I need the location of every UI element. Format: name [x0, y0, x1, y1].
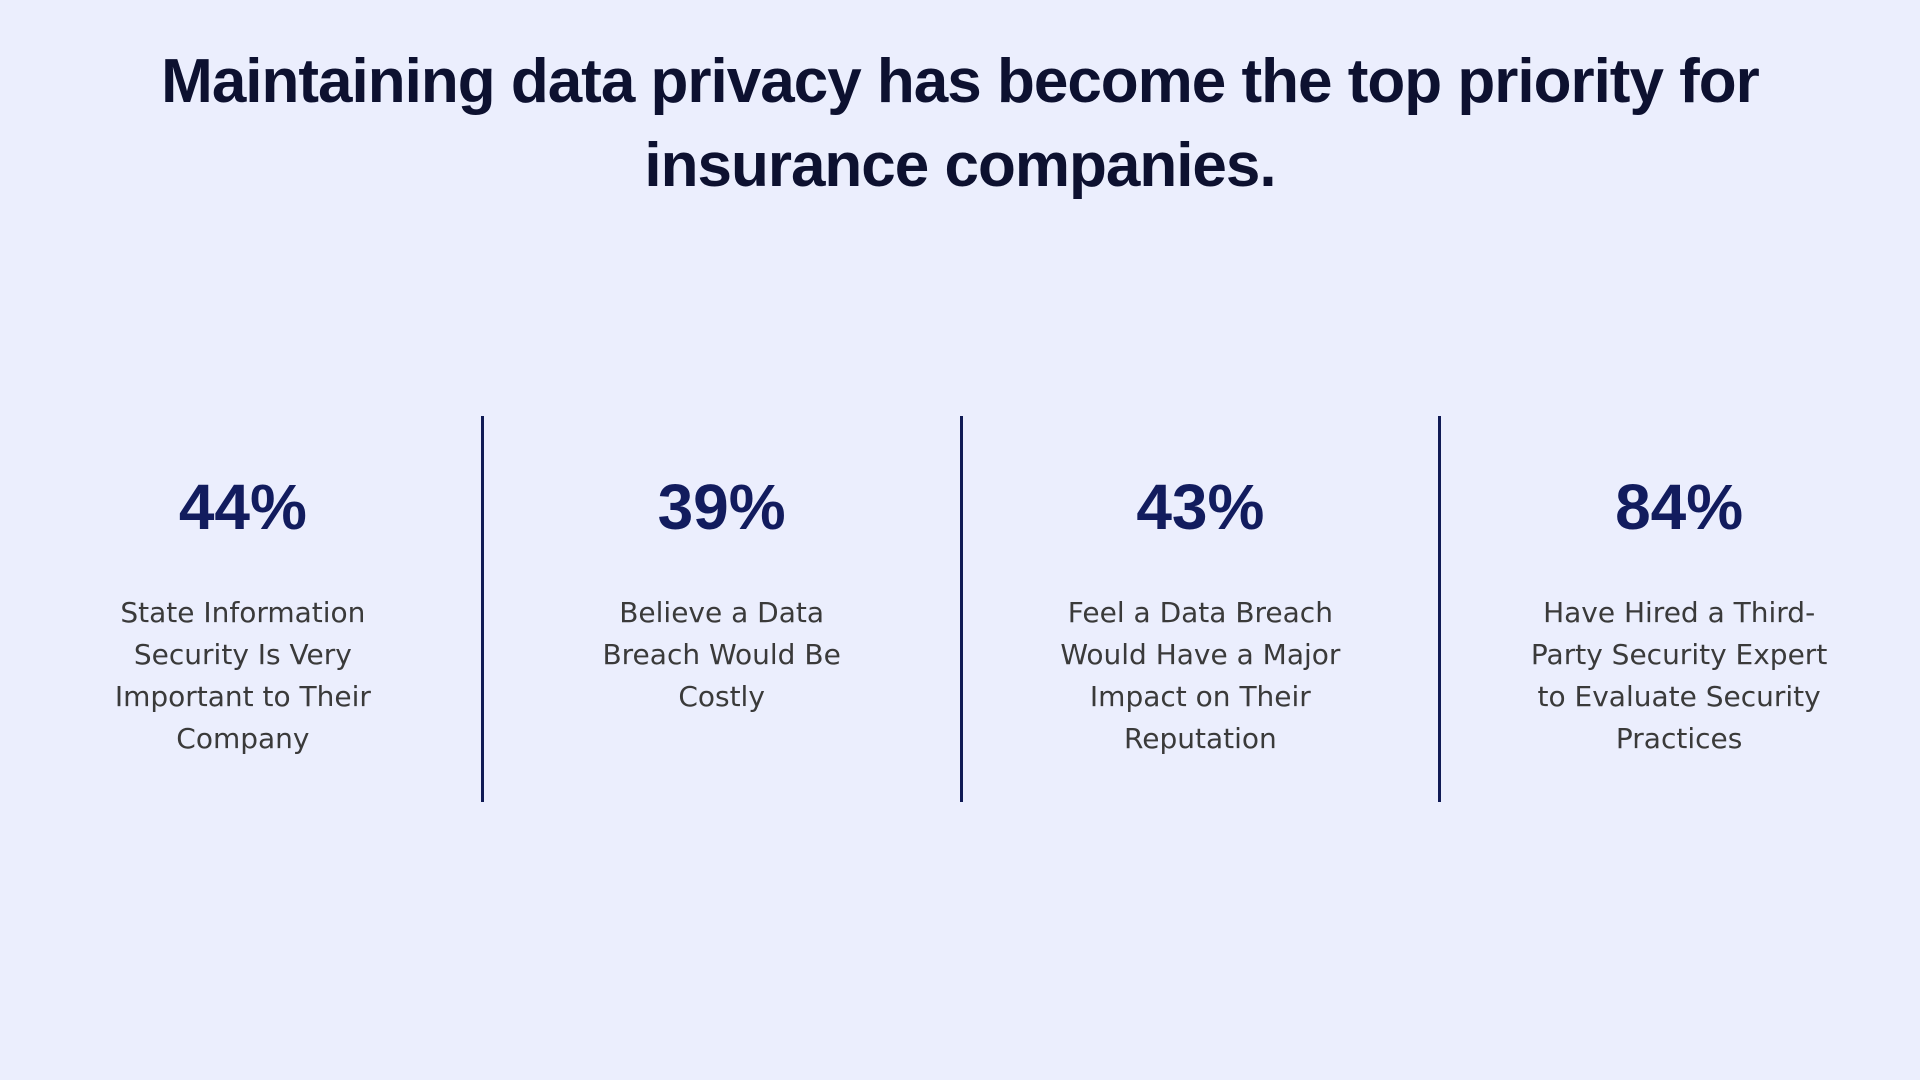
stat-label: State Information Security Is Very Impor… — [114, 596, 371, 755]
stat-value: 43% — [1136, 471, 1265, 543]
stat-card: 84% Have Hired a Third-Party Security Exp… — [1438, 416, 1917, 802]
title: Maintaining data privacy has become the … — [161, 47, 1760, 200]
stat-label: Believe a Data Breach Would Be Costly — [602, 596, 841, 713]
stat-label: Have Hired a Third-Party Security Expert… — [1530, 596, 1828, 755]
stats-row: 44% State Information Security Is Very Im… — [5, 416, 1917, 802]
stat-value: 44% — [178, 471, 307, 543]
stat-label: Feel a Data Breach Would Have a Major Im… — [1060, 596, 1341, 755]
stat-card: 39% Believe a Data Breach Would Be Costly — [480, 416, 960, 802]
stat-card: 44% State Information Security Is Very Im… — [5, 416, 481, 802]
stat-value: 84% — [1615, 471, 1744, 543]
stat-card: 43% Feel a Data Breach Would Have a Major… — [959, 416, 1439, 802]
stat-value: 39% — [657, 471, 786, 543]
